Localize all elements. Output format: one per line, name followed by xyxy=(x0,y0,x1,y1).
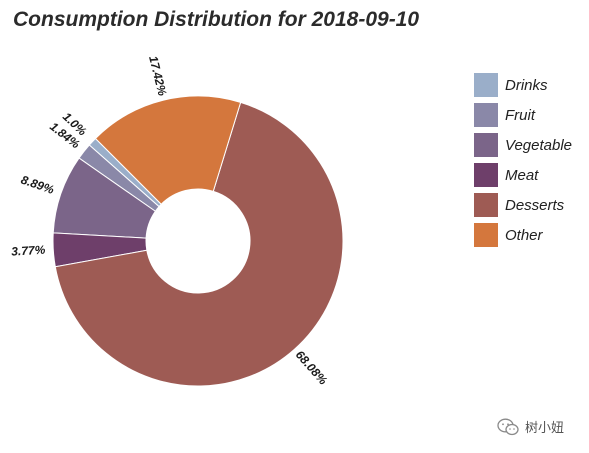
legend-item-vegetable[interactable]: Vegetable xyxy=(474,133,572,157)
slice-other xyxy=(94,95,242,205)
legend-label: Desserts xyxy=(505,196,565,214)
legend-swatch xyxy=(474,223,498,247)
watermark-text: 树小妞 xyxy=(525,421,565,436)
chart-title: Consumption Distribution for 2018-09-10 xyxy=(13,8,420,31)
legend-label: Fruit xyxy=(505,106,535,124)
watermark: 树小妞 xyxy=(497,417,564,436)
legend-label: Drinks xyxy=(505,76,548,94)
legend-item-other[interactable]: Other xyxy=(474,223,572,247)
label-other: 17.42% xyxy=(146,54,169,97)
wechat-icon xyxy=(497,418,519,435)
legend-swatch xyxy=(474,163,498,187)
legend-swatch xyxy=(474,73,498,97)
legend-label: Vegetable xyxy=(505,136,573,154)
legend-swatch xyxy=(474,193,498,217)
legend-item-desserts[interactable]: Desserts xyxy=(474,193,572,217)
slice-desserts xyxy=(54,101,344,387)
legend-item-drinks[interactable]: Drinks xyxy=(474,73,572,97)
legend-label: Meat xyxy=(505,166,539,184)
legend-item-meat[interactable]: Meat xyxy=(474,163,572,187)
label-vegetable: 8.89% xyxy=(19,173,56,197)
legend-swatch xyxy=(474,103,498,127)
donut-slices xyxy=(52,95,344,387)
label-desserts: 68.08% xyxy=(293,348,331,388)
chart-legend: Drinks Fruit Vegetable Meat Desserts Other xyxy=(474,73,572,253)
label-meat: 3.77% xyxy=(11,243,46,259)
legend-item-fruit[interactable]: Fruit xyxy=(474,103,572,127)
legend-swatch xyxy=(474,133,498,157)
legend-label: Other xyxy=(505,226,543,244)
